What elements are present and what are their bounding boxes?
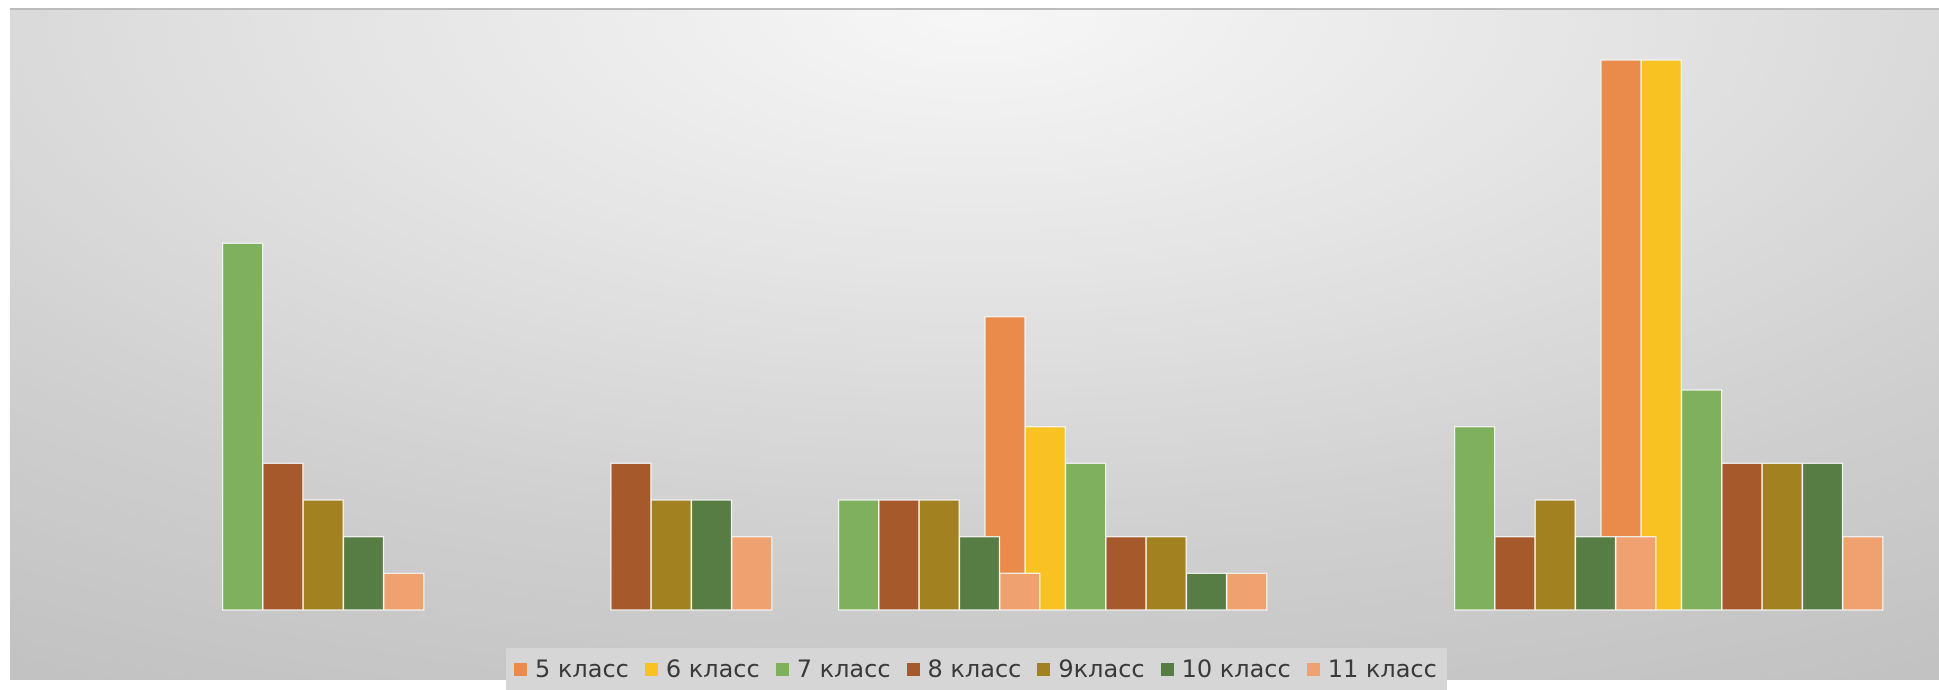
bar-1-group-6	[1600, 59, 1642, 611]
legend-label: 7 класс	[796, 655, 891, 683]
legend-swatch	[906, 662, 920, 676]
legend-item: 11 класс	[1306, 655, 1437, 683]
bar-6-group-1	[342, 536, 385, 611]
bar-3-group-4	[1064, 462, 1107, 611]
bar-4-group-6	[1721, 462, 1763, 611]
bar-7-group-1	[383, 572, 425, 611]
bar-6-group-3	[958, 536, 1001, 611]
bar-chart	[222, 59, 1884, 611]
legend-item: 6 класс	[644, 655, 760, 683]
legend-label: 11 класс	[1327, 655, 1437, 683]
legend-item: 10 класс	[1160, 655, 1291, 683]
bar-5-group-5	[1534, 499, 1576, 611]
bar-2-group-6	[1640, 59, 1682, 611]
legend-swatch	[1037, 662, 1051, 676]
legend-label: 10 класс	[1181, 655, 1291, 683]
bar-7-group-5	[1615, 536, 1657, 611]
legend-item: 8 класс	[906, 655, 1022, 683]
legend-swatch	[644, 662, 658, 676]
bar-3-group-3	[837, 499, 880, 611]
legend-swatch	[1306, 662, 1320, 676]
bar-5-group-6	[1761, 462, 1803, 611]
chart-area: 5 класс 6 класс 7 класс 8 класс 9класс 10 кла…	[10, 8, 1939, 690]
legend-label: 5 класс	[535, 655, 629, 683]
legend-label: 8 класс	[927, 655, 1022, 683]
bar-7-group-2	[731, 536, 773, 611]
bar-5-group-3	[918, 499, 960, 611]
bar-4-group-5	[1494, 536, 1536, 611]
legend-swatch	[514, 662, 527, 676]
bar-5-group-4	[1145, 536, 1187, 611]
legend-item: 7 класс	[775, 655, 891, 683]
legend-label: 6 класс	[665, 655, 760, 683]
bar-3-group-1	[222, 242, 264, 611]
legend-swatch	[1160, 662, 1174, 676]
bar-7-group-6	[1842, 536, 1884, 611]
legend: 5 класс 6 класс 7 класс 8 класс 9класс 10 кла…	[506, 648, 1447, 690]
bar-4-group-3	[878, 499, 920, 611]
legend-swatch	[775, 662, 789, 676]
bar-4-group-1	[262, 462, 304, 611]
bar-5-group-2	[650, 499, 692, 611]
bar-7-group-3	[999, 572, 1041, 611]
bar-4-group-2	[610, 462, 652, 611]
bar-6-group-6	[1801, 462, 1844, 611]
bar-3-group-5	[1453, 426, 1496, 611]
bar-5-group-1	[302, 499, 344, 611]
legend-item: 9класс	[1037, 655, 1145, 683]
bar-7-group-4	[1226, 572, 1268, 611]
legend-label: 9класс	[1058, 655, 1145, 683]
legend-item: 5 класс	[514, 655, 629, 683]
bar-6-group-5	[1574, 536, 1617, 611]
bar-4-group-4	[1105, 536, 1147, 611]
bar-3-group-6	[1680, 389, 1723, 611]
bar-6-group-2	[690, 499, 733, 611]
bar-6-group-4	[1185, 572, 1228, 611]
